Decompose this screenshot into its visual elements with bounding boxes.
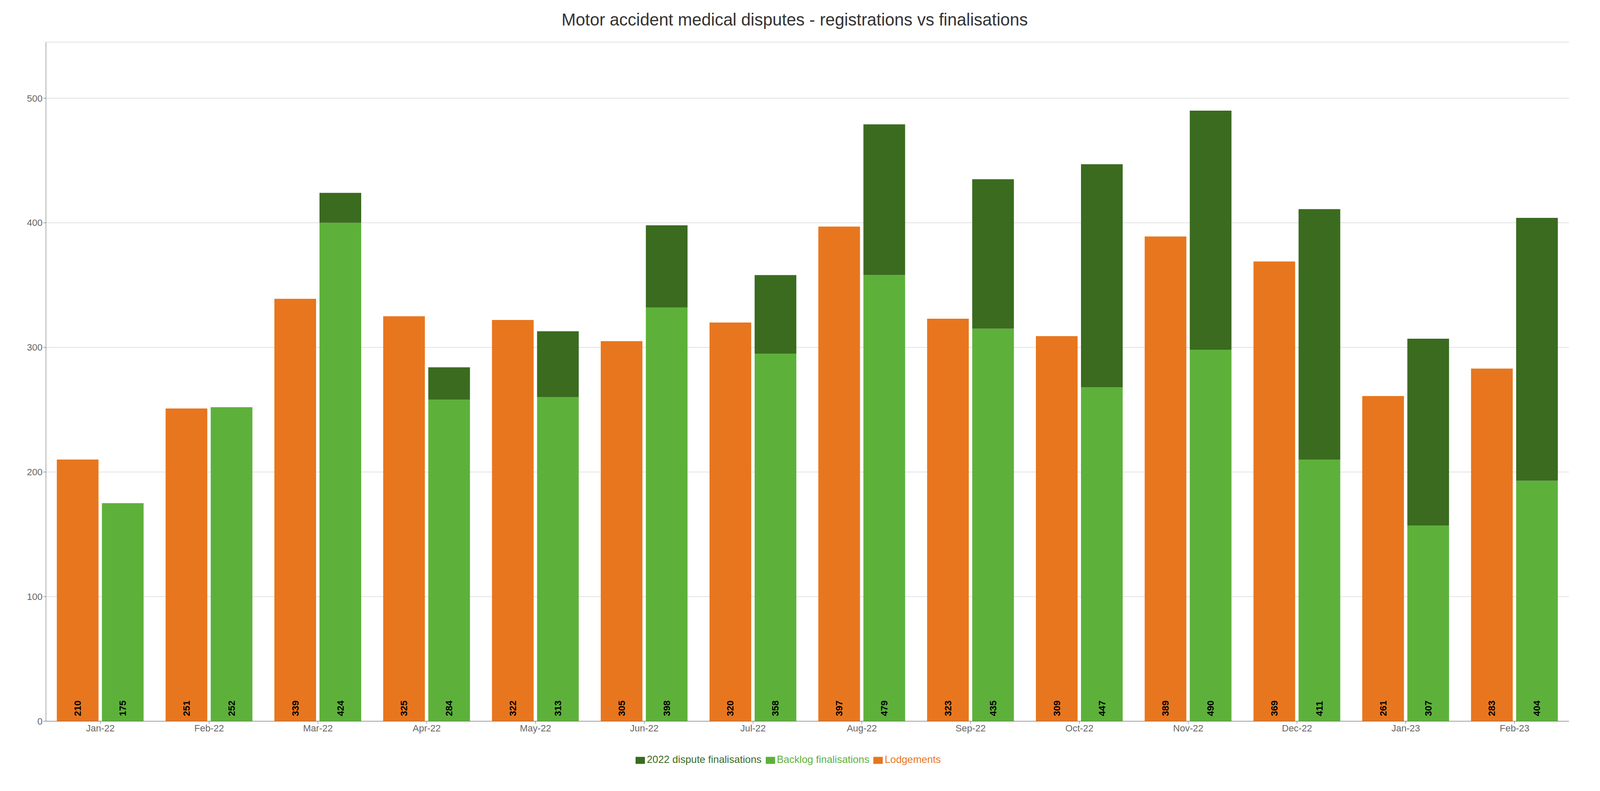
svg-text:284: 284 (443, 700, 455, 716)
svg-text:398: 398 (661, 700, 673, 716)
svg-text:Jan-22: Jan-22 (85, 722, 115, 734)
svg-text:323: 323 (942, 700, 954, 716)
svg-text:339: 339 (290, 700, 301, 716)
svg-text:Sep-22: Sep-22 (955, 722, 986, 734)
html-text:2022 dispute finalisations: 2022 dispute finalisations (646, 753, 762, 765)
svg-text:397: 397 (833, 700, 845, 716)
svg-text:Feb-23: Feb-23 (1499, 722, 1530, 734)
svg-text:Jun-22: Jun-22 (630, 722, 659, 734)
svg-text:Apr-22: Apr-22 (412, 722, 441, 734)
svg-text:Aug-22: Aug-22 (846, 722, 877, 734)
svg-text:400: 400 (26, 217, 43, 229)
svg-text:Feb-22: Feb-22 (194, 722, 225, 734)
svg-text:389: 389 (1160, 700, 1171, 716)
svg-text:411: 411 (1314, 701, 1325, 717)
svg-text:100: 100 (26, 591, 43, 602)
svg-text:404: 404 (1531, 700, 1543, 716)
svg-text:313: 313 (552, 700, 564, 716)
html-text:Lodgements: Lodgements (884, 753, 941, 765)
svg-text:200: 200 (26, 466, 43, 478)
svg-text:300: 300 (26, 342, 43, 353)
svg-text:424: 424 (335, 700, 346, 716)
svg-text:Nov-22: Nov-22 (1173, 722, 1204, 734)
html-text:Backlog finalisations: Backlog finalisations (776, 753, 870, 765)
svg-text:Mar-22: Mar-22 (302, 722, 333, 734)
svg-text:Jul-22: Jul-22 (740, 722, 766, 734)
svg-text:0: 0 (37, 715, 43, 727)
svg-text:210: 210 (72, 700, 83, 716)
svg-text:322: 322 (507, 700, 519, 716)
svg-text:251: 251 (181, 700, 192, 716)
svg-text:479: 479 (878, 700, 890, 716)
svg-text:261: 261 (1377, 700, 1389, 716)
svg-text:325: 325 (398, 700, 410, 716)
svg-text:369: 369 (1269, 700, 1280, 716)
svg-text:283: 283 (1486, 700, 1498, 716)
svg-text:Oct-22: Oct-22 (1065, 722, 1094, 734)
svg-text:309: 309 (1051, 700, 1063, 716)
svg-text:490: 490 (1205, 700, 1216, 716)
svg-text:500: 500 (26, 93, 43, 104)
html-text:Motor accident medical dispute: Motor accident medical disputes - regist… (561, 10, 1028, 29)
svg-text:Dec-22: Dec-22 (1281, 722, 1312, 734)
svg-text:435: 435 (987, 700, 999, 716)
svg-text:307: 307 (1423, 700, 1434, 716)
svg-text:Jan-23: Jan-23 (1391, 722, 1421, 734)
svg-text:305: 305 (616, 700, 628, 716)
svg-text:May-22: May-22 (519, 722, 551, 734)
svg-text:358: 358 (770, 700, 781, 716)
svg-text:320: 320 (724, 700, 736, 716)
svg-text:447: 447 (1096, 700, 1108, 716)
svg-text:252: 252 (226, 700, 237, 716)
svg-text:175: 175 (117, 700, 129, 716)
